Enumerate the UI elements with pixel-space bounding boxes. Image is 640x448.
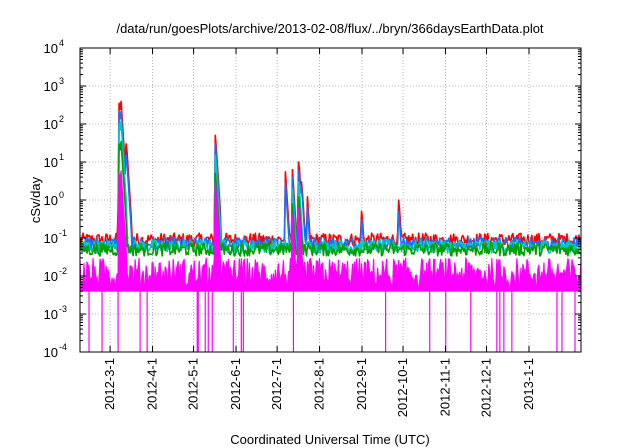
y-tick-label: 10 — [44, 79, 58, 94]
x-tick-label: 2012-12-1 — [479, 358, 494, 417]
y-tick-exponent: 0 — [59, 190, 64, 200]
y-tick-exponent: 2 — [59, 114, 64, 124]
y-tick-exponent: 1 — [59, 152, 64, 162]
y-tick-exponent: -3 — [59, 304, 67, 314]
x-tick-label: 2012-5-1 — [186, 358, 201, 410]
y-tick-label: 10 — [44, 231, 58, 246]
chart-title: /data/run/goesPlots/archive/2013-02-08/f… — [116, 21, 543, 36]
y-tick-label: 10 — [44, 193, 58, 208]
x-tick-label: 2012-8-1 — [312, 358, 327, 410]
axis-ticks — [80, 47, 581, 353]
x-axis-label: Coordinated Universal Time (UTC) — [230, 432, 429, 447]
y-tick-exponent: 3 — [59, 76, 64, 86]
x-tick-label: 2012-3-1 — [102, 358, 117, 410]
x-tick-label: 2012-4-1 — [145, 358, 160, 410]
y-axis-label: cSv/day — [28, 176, 43, 223]
x-tick-labels: 2012-3-1 2012-4-1 2012-5-1 2012-6-1 2012-7-1… — [102, 358, 536, 417]
y-tick-exponent: -4 — [59, 342, 67, 352]
x-tick-label: 2012-6-1 — [228, 358, 243, 410]
series-line — [80, 110, 581, 252]
y-tick-exponent: -2 — [59, 266, 67, 276]
x-tick-label: 2013-1-1 — [521, 358, 536, 410]
x-tick-label: 2012-7-1 — [269, 358, 284, 410]
x-tick-label: 2012-9-1 — [354, 358, 369, 410]
data-layer — [80, 100, 581, 352]
y-tick-exponent: 4 — [59, 38, 64, 48]
y-tick-label: 10 — [44, 269, 58, 284]
x-tick-label: 2012-10-1 — [395, 358, 410, 417]
x-tick-label: 2012-11-1 — [437, 358, 452, 416]
series-line — [80, 170, 581, 292]
y-tick-label: 10 — [44, 155, 58, 170]
y-tick-label: 10 — [44, 307, 58, 322]
y-tick-label: 10 — [44, 345, 58, 360]
y-tick-label: 10 — [44, 117, 58, 132]
y-tick-label: 10 — [44, 41, 58, 56]
series-line — [80, 140, 581, 257]
y-tick-exponent: -1 — [59, 228, 67, 238]
